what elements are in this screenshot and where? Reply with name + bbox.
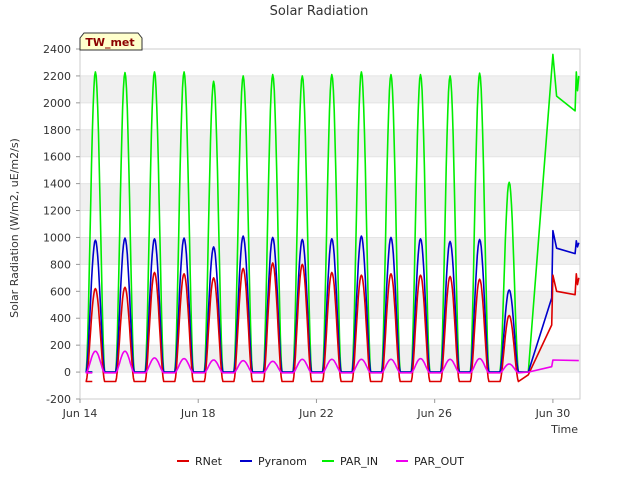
y-axis-title: Solar Radiation (W/m2, uE/m2/s) <box>8 138 21 318</box>
x-axis-ticks: Jun 14 Jun 18 Jun 22 Jun 26 Jun 30 <box>62 399 571 420</box>
y-tick-label: 800 <box>50 258 71 271</box>
series-layer <box>85 53 580 383</box>
y-tick-label: 200 <box>50 339 71 352</box>
station-tag-box <box>79 32 143 51</box>
y-tick-label: 1000 <box>43 231 71 244</box>
y-tick-label: 1400 <box>43 178 71 191</box>
y-tick-label: -200 <box>46 393 71 406</box>
y-tick-label: 1800 <box>43 124 71 137</box>
x-tick-label: Jun 30 <box>535 407 571 420</box>
series-line-par-in <box>85 53 580 373</box>
grid-band <box>80 183 580 211</box>
y-tick-label: 2400 <box>43 43 71 56</box>
y-tick-label: 1600 <box>43 151 71 164</box>
y-tick-label: 2000 <box>43 97 71 110</box>
x-tick-label: Jun 22 <box>298 407 334 420</box>
y-axis-ticks: -200 0 200 400 600 800 1000 1200 1400 1600 1800 200… <box>43 43 80 406</box>
legend-label: PAR_IN <box>340 455 378 468</box>
station-tag: TW_met <box>79 32 143 51</box>
station-tag-label: TW_met <box>85 36 134 49</box>
legend: RNet Pyranom PAR_IN PAR_OUT <box>177 455 464 468</box>
series-line-par-out <box>85 350 579 374</box>
series-line-rnet <box>85 262 580 383</box>
legend-label: Pyranom <box>258 455 307 468</box>
y-tick-label: 400 <box>50 312 71 325</box>
x-tick-label: Jun 18 <box>180 407 216 420</box>
chart-title: Solar Radiation <box>270 4 369 19</box>
x-axis-title: Time <box>550 423 578 436</box>
grid-band <box>80 291 580 319</box>
x-tick-label: Jun 26 <box>416 407 452 420</box>
y-tick-label: 600 <box>50 285 71 298</box>
legend-label: RNet <box>195 455 223 468</box>
y-tick-label: 1200 <box>43 205 71 218</box>
x-tick-label: Jun 14 <box>62 407 98 420</box>
grid-bands <box>80 75 580 373</box>
grid-band <box>80 129 580 157</box>
y-tick-label: 0 <box>64 366 71 379</box>
plot-frame <box>79 48 581 400</box>
y-tick-label: 2200 <box>43 70 71 83</box>
series-line-pyranom <box>85 229 580 373</box>
legend-label: PAR_OUT <box>414 455 464 468</box>
